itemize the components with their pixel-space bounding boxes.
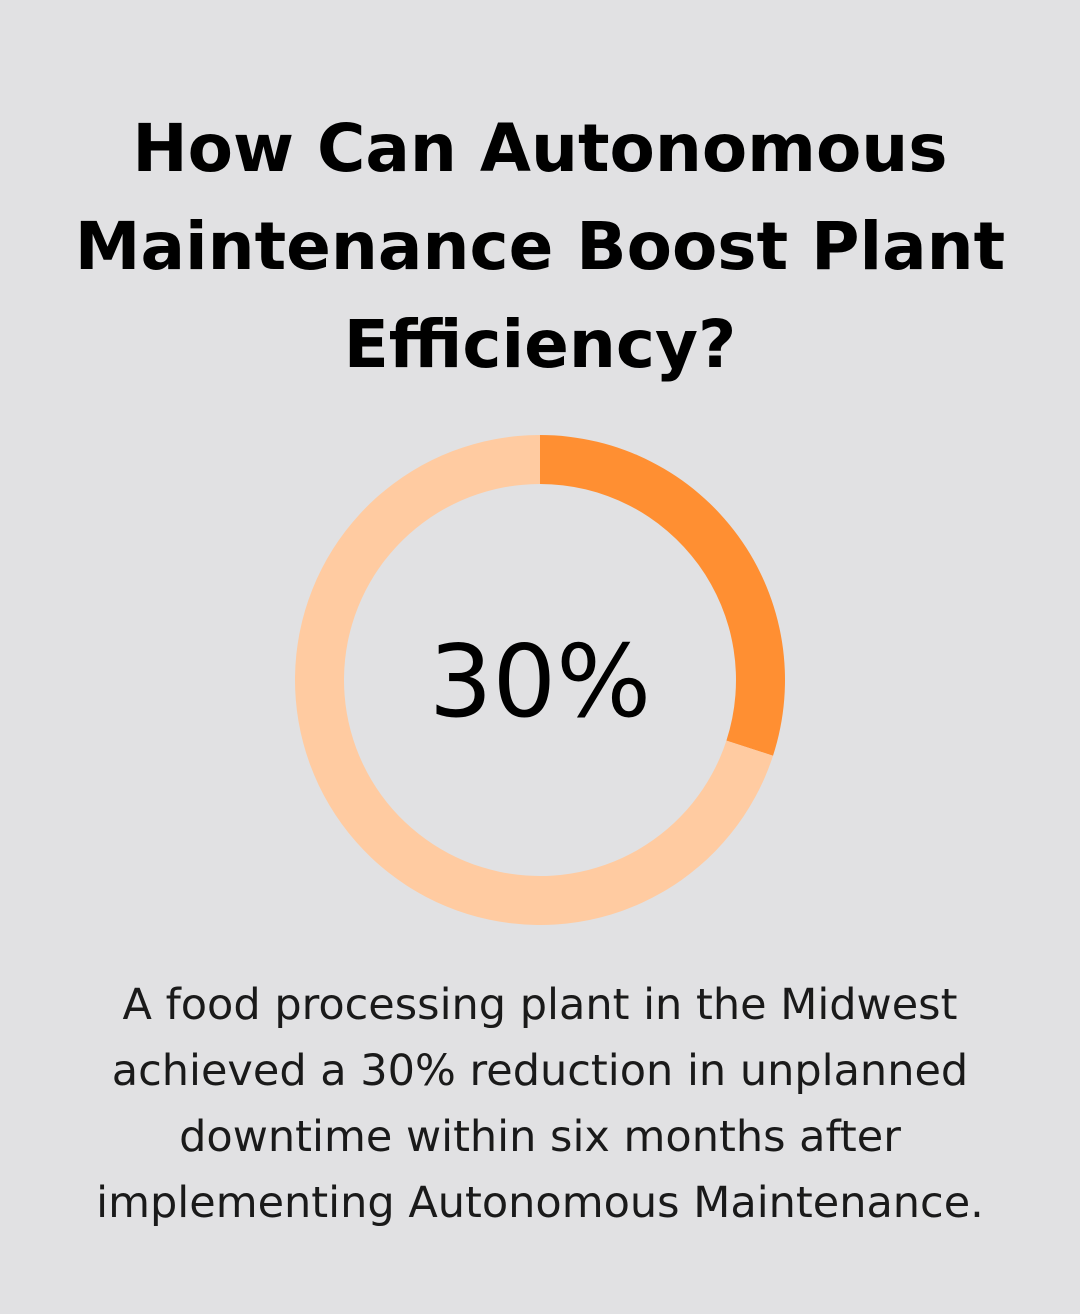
donut-chart: 30% xyxy=(280,420,800,940)
donut-center-label: 30% xyxy=(429,623,651,740)
caption-text: A food processing plant in the Midwest a… xyxy=(96,980,984,1228)
page-title: How Can Autonomous Maintenance Boost Pla… xyxy=(74,110,1006,383)
donut-chart-svg: 30% xyxy=(295,435,785,925)
donut-segment-value xyxy=(540,435,785,756)
donut-segments xyxy=(295,435,785,925)
